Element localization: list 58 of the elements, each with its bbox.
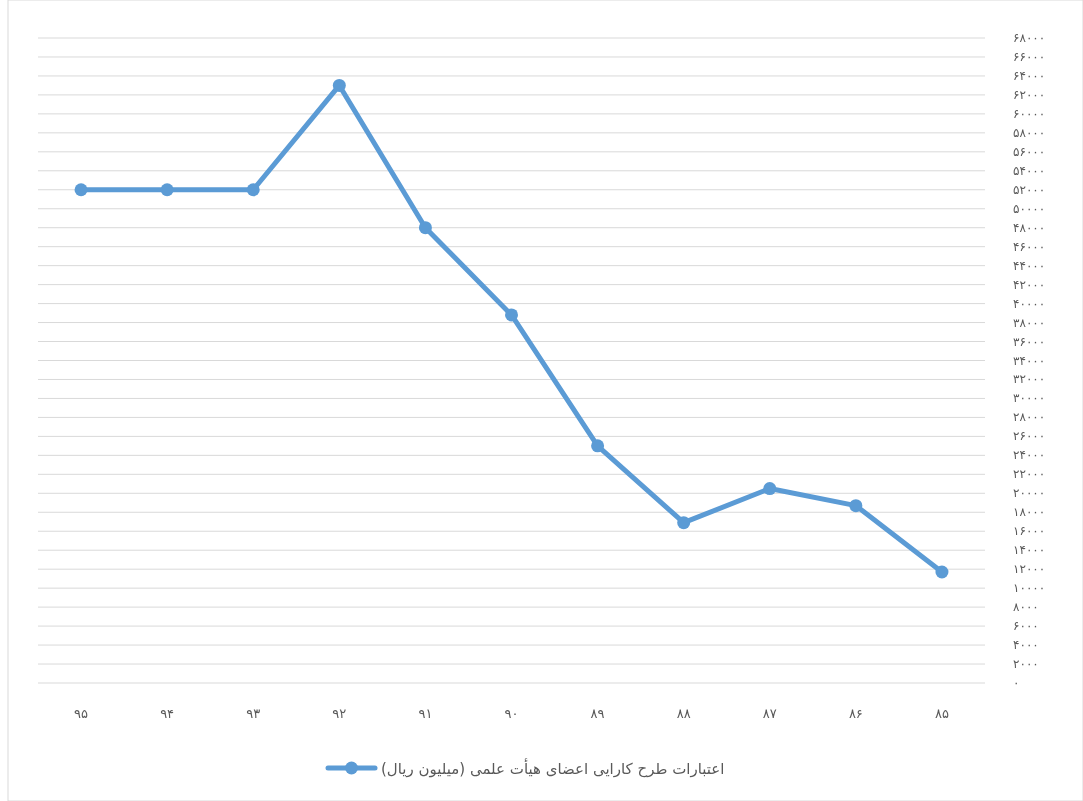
- ytick-label: ۵۶۰۰۰: [1013, 144, 1046, 159]
- ytick-label: ۲۲۰۰۰: [1013, 467, 1046, 482]
- ytick-label: ۳۴۰۰۰: [1013, 353, 1046, 368]
- point: [677, 516, 691, 530]
- xtick-label: ۹۱: [418, 706, 433, 721]
- ytick-label: ۸۰۰۰: [1013, 600, 1039, 615]
- ytick-label: ۴۰۰۰: [1013, 638, 1039, 653]
- xtick-label: ۸۷: [762, 706, 777, 721]
- xtick-label: ۹۰: [504, 706, 519, 721]
- ytick-label: ۰: [1013, 676, 1020, 690]
- ytick-label: ۲۶۰۰۰: [1013, 429, 1046, 444]
- ytick-label: ۱۸۰۰۰: [1013, 505, 1046, 520]
- xtick-label: ۸۶: [848, 706, 863, 721]
- xtick-label: ۸۵: [934, 706, 949, 721]
- point: [74, 183, 88, 197]
- ytick-label: ۶۲۰۰۰: [1013, 87, 1046, 102]
- ytick-label: ۲۴۰۰۰: [1013, 448, 1046, 463]
- ytick-label: ۳۲۰۰۰: [1013, 372, 1046, 387]
- ytick-label: ۶۰۰۰۰: [1013, 106, 1046, 121]
- ytick-label: ۲۰۰۰: [1013, 657, 1039, 672]
- point: [849, 499, 863, 513]
- legend-label: اعتبارات طرح کارایی اعضای هیأت علمی (میلیون ریال): [381, 760, 725, 778]
- ytick-label: ۴۸۰۰۰: [1013, 220, 1046, 235]
- xtick-label: ۹۲: [332, 706, 347, 721]
- ytick-label: ۳۰۰۰۰: [1013, 391, 1046, 406]
- point: [591, 439, 605, 453]
- ytick-label: ۵۸۰۰۰: [1013, 125, 1046, 140]
- point: [332, 78, 346, 92]
- ytick-label: ۲۰۰۰۰: [1013, 486, 1046, 501]
- ytick-label: ۵۰۰۰۰: [1013, 201, 1046, 216]
- point: [246, 183, 260, 197]
- xtick-label: ۸۸: [676, 706, 691, 721]
- ytick-label: ۶۶۰۰۰: [1013, 49, 1046, 64]
- xtick-label: ۹۴: [160, 706, 175, 721]
- ytick-label: ۴۴۰۰۰: [1013, 258, 1046, 273]
- ytick-label: ۱۲۰۰۰: [1013, 562, 1046, 577]
- xtick-label: ۹۳: [246, 706, 261, 721]
- ytick-label: ۵۴۰۰۰: [1013, 163, 1046, 178]
- ytick-label: ۴۰۰۰۰: [1013, 296, 1046, 311]
- ytick-label: ۳۸۰۰۰: [1013, 315, 1046, 330]
- xtick-label: ۸۹: [590, 706, 605, 721]
- ytick-label: ۶۸۰۰۰: [1013, 31, 1046, 45]
- ytick-label: ۴۶۰۰۰: [1013, 239, 1046, 254]
- ytick-label: ۴۲۰۰۰: [1013, 277, 1046, 292]
- ytick-label: ۵۲۰۰۰: [1013, 182, 1046, 197]
- ytick-label: ۱۶۰۰۰: [1013, 524, 1046, 539]
- ytick-label: ۱۰۰۰۰: [1013, 581, 1046, 596]
- ytick-label: ۳۶۰۰۰: [1013, 334, 1046, 349]
- point: [935, 565, 949, 579]
- point: [505, 308, 518, 322]
- xtick-label: ۹۵: [74, 706, 89, 721]
- ytick-label: ۱۴۰۰۰: [1013, 543, 1046, 558]
- point: [763, 482, 777, 496]
- ytick-label: ۶۴۰۰۰: [1013, 68, 1046, 83]
- point: [160, 183, 174, 197]
- ytick-label: ۶۰۰۰: [1013, 619, 1039, 634]
- point: [418, 221, 432, 235]
- ytick-label: ۲۸۰۰۰: [1013, 410, 1046, 425]
